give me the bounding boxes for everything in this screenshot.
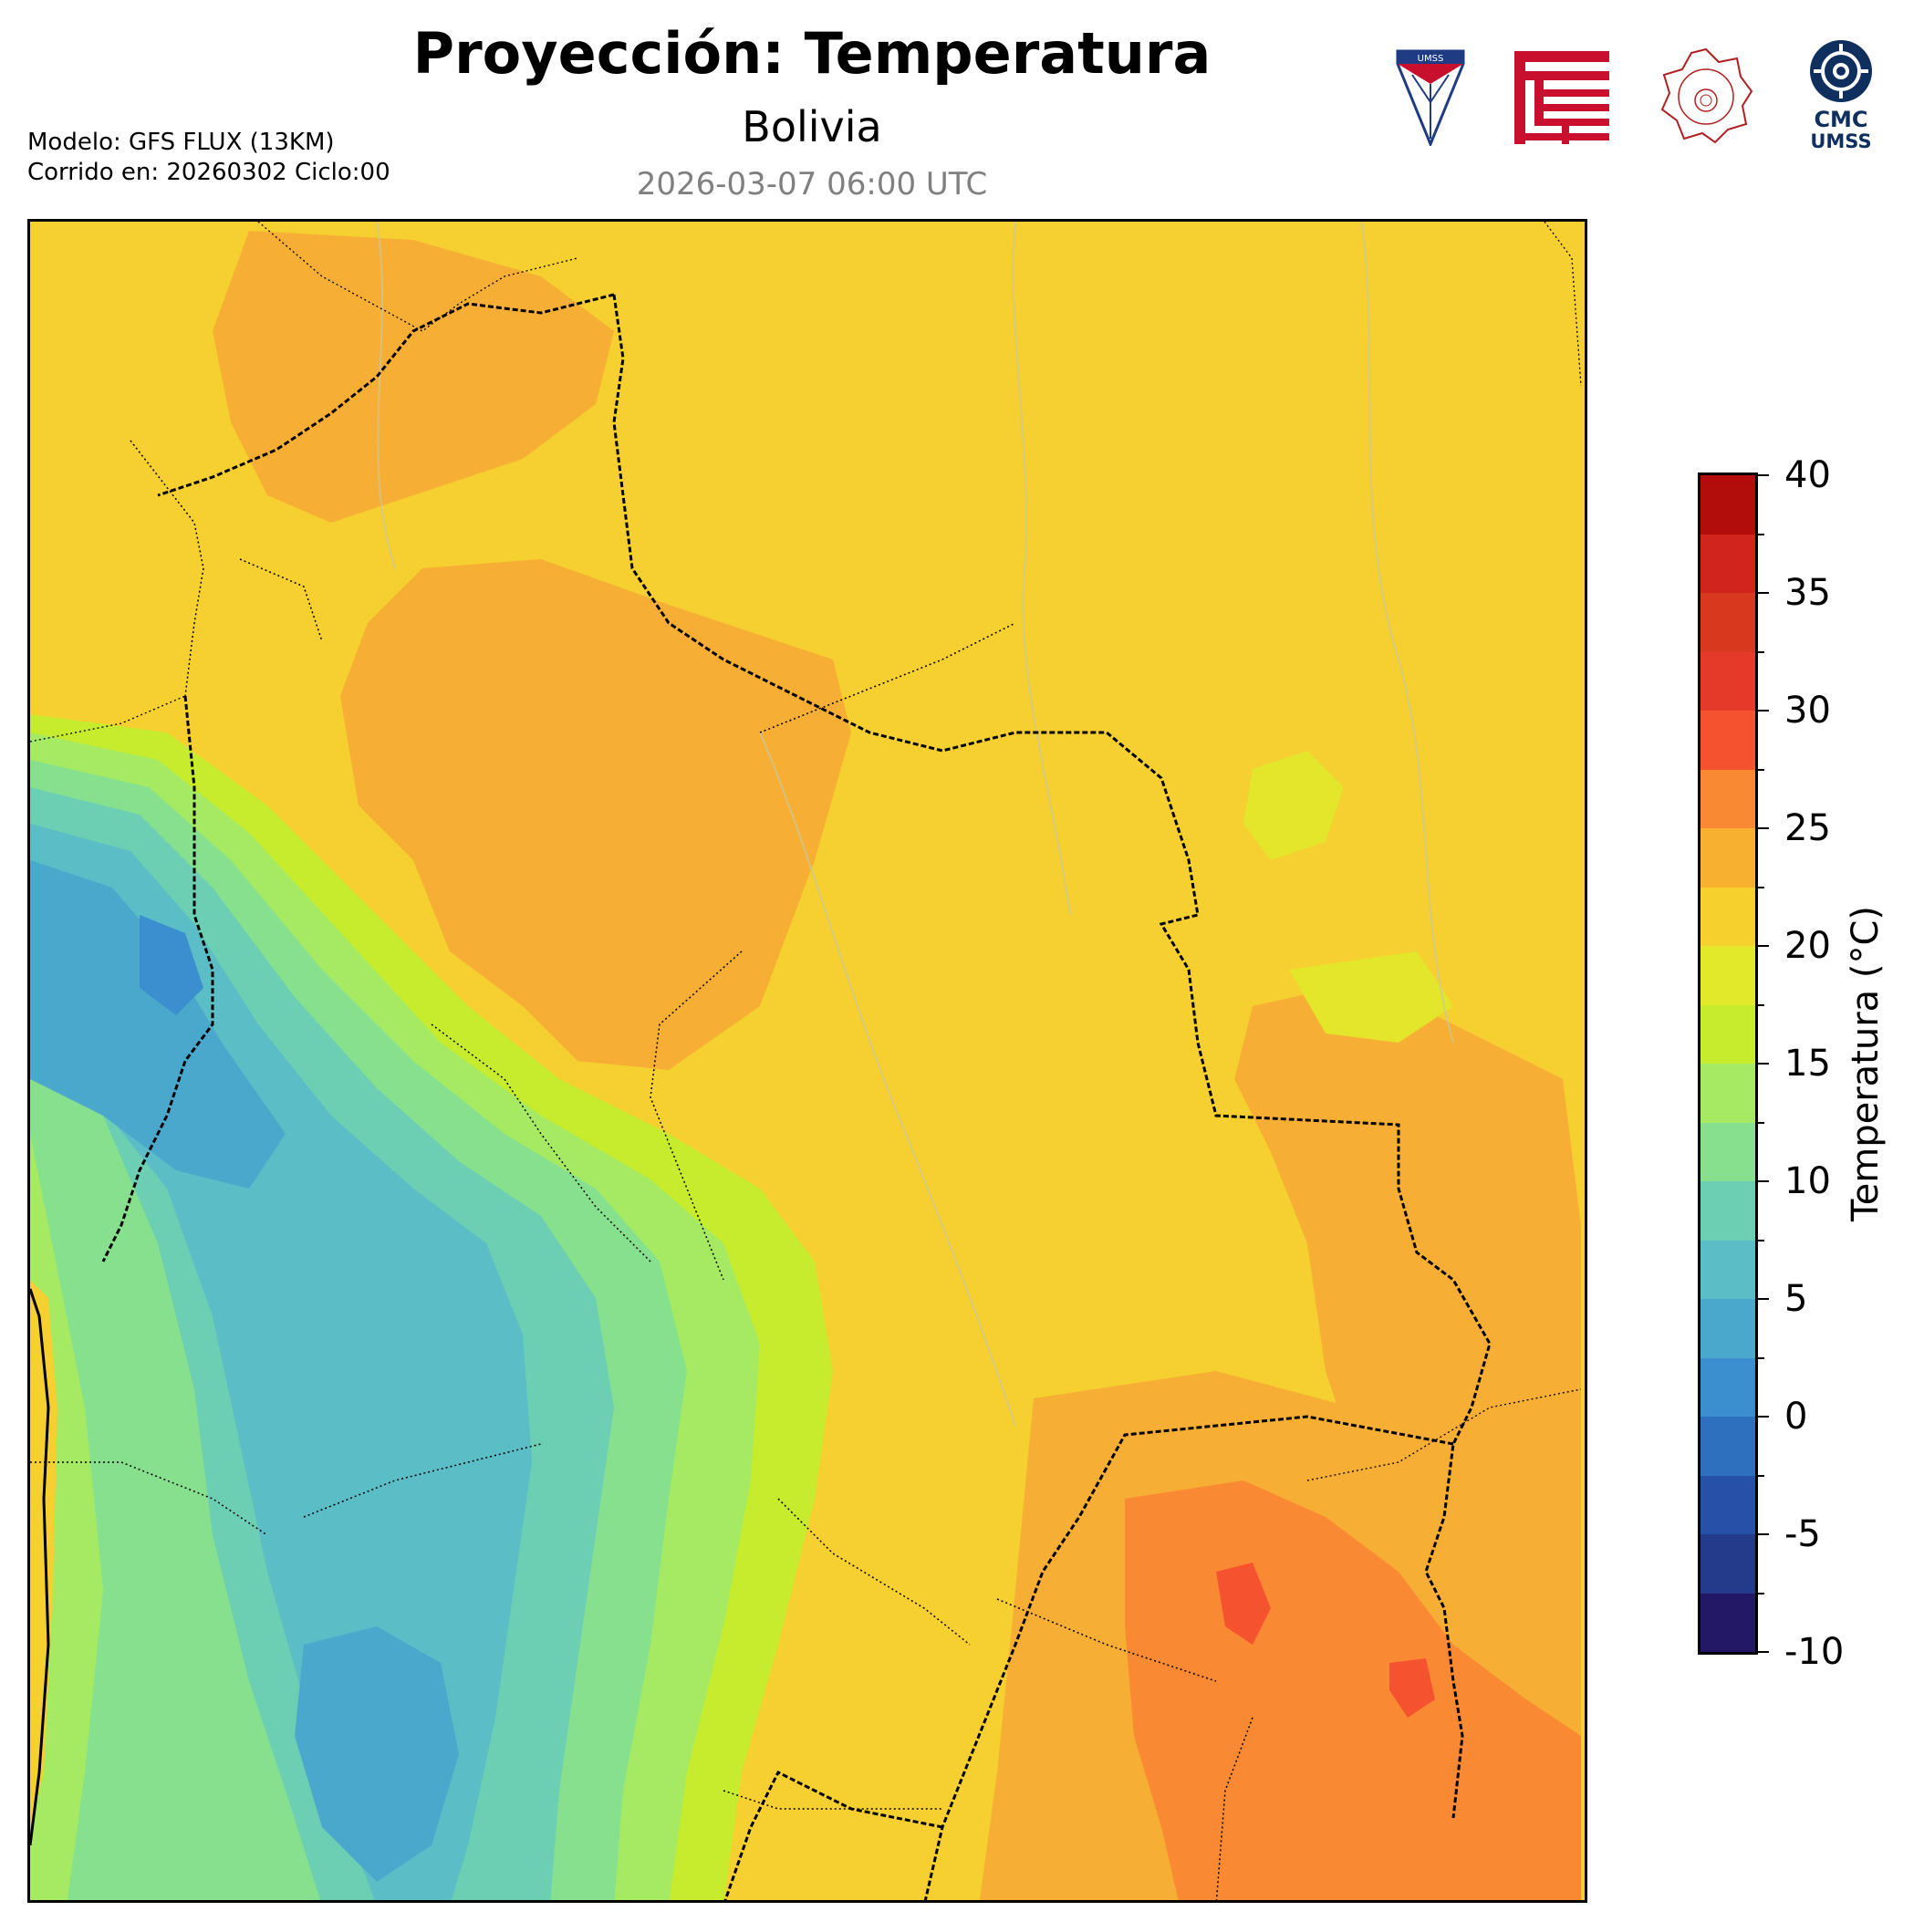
umss-shield-logo: UMSS xyxy=(1396,49,1465,146)
colorbar-minor-tick xyxy=(1758,1592,1764,1594)
svg-text:UMSS: UMSS xyxy=(1418,54,1444,64)
colorbar-segment xyxy=(1700,534,1755,593)
svg-text:UMSS: UMSS xyxy=(1810,130,1871,152)
colorbar-major-tick xyxy=(1758,1651,1769,1653)
colorbar-tick-label: 5 xyxy=(1784,1278,1808,1320)
colorbar-segment xyxy=(1700,474,1755,535)
colorbar-minor-tick xyxy=(1758,886,1764,888)
colorbar-major-tick xyxy=(1758,1416,1769,1418)
colorbar-major-tick xyxy=(1758,945,1769,947)
coastal-warm-strip xyxy=(30,1280,57,1827)
colorbar-minor-tick xyxy=(1758,1003,1764,1006)
colorbar-major-tick xyxy=(1758,710,1769,712)
ne-patch-2 xyxy=(1289,951,1453,1043)
colorbar-minor-tick xyxy=(1758,1356,1764,1359)
colorbar-segment xyxy=(1700,1004,1755,1064)
temperature-map[interactable] xyxy=(27,219,1587,1903)
colorbar xyxy=(1698,473,1758,1655)
cold-core-south xyxy=(295,1626,459,1882)
colorbar-segment xyxy=(1700,827,1755,888)
central-warm-patch xyxy=(340,559,851,1070)
colorbar-major-tick xyxy=(1758,1533,1769,1535)
hot-spot-west xyxy=(1216,1563,1271,1645)
run-line: Corrido en: 20260302 Ciclo:00 xyxy=(27,159,390,186)
departamento-de-fisica-seal xyxy=(1660,47,1753,144)
svg-text:CMC: CMC xyxy=(1814,107,1867,132)
cold-core-north xyxy=(30,860,286,1189)
colorbar-segment xyxy=(1700,1475,1755,1534)
colorbar-minor-tick xyxy=(1758,533,1764,535)
colorbar-minor-tick xyxy=(1758,1474,1764,1477)
colorbar-segment xyxy=(1700,1240,1755,1299)
valid-time: 2026-03-07 06:00 UTC xyxy=(636,166,988,203)
colorbar-segment xyxy=(1700,1357,1755,1417)
model-line: Modelo: GFS FLUX (13KM) xyxy=(27,129,335,156)
colorbar-major-tick xyxy=(1758,827,1769,829)
colorbar-tick-label: 15 xyxy=(1784,1043,1831,1085)
colorbar-segment xyxy=(1700,945,1755,1005)
colorbar-segment xyxy=(1700,1063,1755,1123)
colorbar-segment xyxy=(1700,592,1755,652)
colorbar-minor-tick xyxy=(1758,1121,1764,1124)
colorbar-major-tick xyxy=(1758,1180,1769,1182)
hot-spot-east xyxy=(1389,1658,1435,1718)
colorbar-segment xyxy=(1700,887,1755,946)
ne-patch-1 xyxy=(1243,751,1344,860)
colorbar-segment xyxy=(1700,1593,1755,1652)
north-warm-patch xyxy=(213,231,614,523)
colorbar-tick-label: 40 xyxy=(1784,454,1831,496)
page-title: Proyección: Temperatura xyxy=(412,20,1212,87)
colorbar-segment xyxy=(1700,1416,1755,1476)
colorbar-tick-label: 20 xyxy=(1784,925,1831,967)
colorbar-segment xyxy=(1700,769,1755,828)
colorbar-segment xyxy=(1700,1122,1755,1181)
coldest-spot xyxy=(140,915,203,1015)
colorbar-segment xyxy=(1700,1180,1755,1241)
colorbar-major-tick xyxy=(1758,474,1769,476)
colorbar-tick-label: 0 xyxy=(1784,1396,1808,1438)
colorbar-minor-tick xyxy=(1758,1239,1764,1241)
model-info: Modelo: GFS FLUX (13KM) Corrido en: 2026… xyxy=(27,128,390,188)
colorbar-segment xyxy=(1700,651,1755,711)
colorbar-segment xyxy=(1700,1533,1755,1594)
rivers xyxy=(376,222,1454,1427)
colorbar-tick-label: 25 xyxy=(1784,807,1831,849)
colorbar-tick-label: -5 xyxy=(1784,1513,1821,1555)
region-subtitle: Bolivia xyxy=(742,102,882,151)
cmc-umss-logo: CMC UMSS xyxy=(1810,40,1872,152)
colorbar-major-tick xyxy=(1758,592,1769,594)
red-building-logo xyxy=(1514,51,1609,144)
colorbar-minor-tick xyxy=(1758,650,1764,653)
east-warm-patch xyxy=(1234,988,1581,1626)
colorbar-major-tick xyxy=(1758,1298,1769,1300)
neighbor-borders xyxy=(30,222,1582,1481)
colorbar-segment xyxy=(1700,1298,1755,1358)
colorbar-major-tick xyxy=(1758,1063,1769,1065)
colorbar-tick-label: 35 xyxy=(1784,572,1831,614)
country-border xyxy=(101,293,1492,1900)
colorbar-tick-label: 30 xyxy=(1784,690,1831,732)
department-borders xyxy=(30,440,1253,1900)
colorbar-tick-label: -10 xyxy=(1784,1631,1845,1673)
colorbar-segment xyxy=(1700,710,1755,770)
colorbar-label: Temperatura (°C) xyxy=(1845,905,1887,1222)
colorbar-minor-tick xyxy=(1758,768,1764,771)
temperature-field xyxy=(30,222,1585,1900)
coastline xyxy=(30,1288,50,1846)
colorbar-tick-label: 10 xyxy=(1784,1160,1831,1202)
